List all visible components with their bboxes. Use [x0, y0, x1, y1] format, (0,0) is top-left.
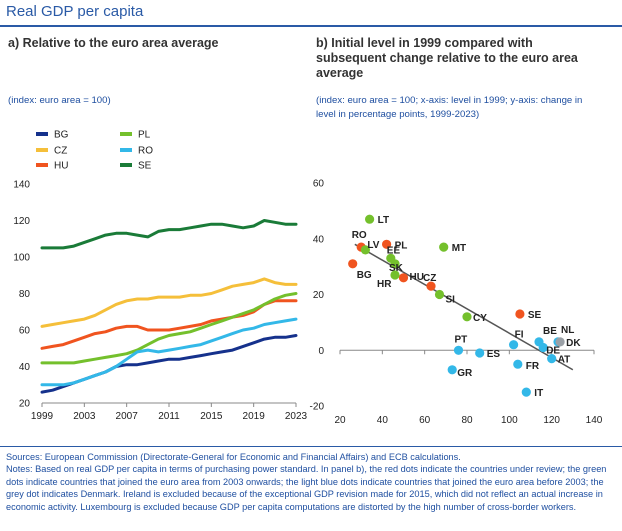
point-at — [547, 354, 557, 364]
point-label-pt: PT — [455, 334, 468, 345]
title-rule — [0, 25, 622, 27]
a-y-tick-label: 20 — [19, 399, 31, 410]
point-label-lv: LV — [367, 240, 379, 251]
a-x-tick-label: 2011 — [158, 411, 180, 422]
a-y-tick-label: 40 — [19, 362, 31, 373]
b-y-tick-label: 60 — [313, 179, 325, 190]
point-gr — [447, 365, 457, 375]
b-x-tick-label: 80 — [461, 415, 473, 426]
point-label-hu: HU — [410, 272, 424, 283]
a-x-tick-label: 2019 — [243, 411, 266, 422]
b-y-tick-label: 0 — [318, 346, 324, 357]
legend-label-ro: RO — [138, 146, 153, 157]
panel-b-title-line1: b) Initial level in 1999 compared with — [316, 36, 533, 50]
point-label-de: DE — [546, 346, 560, 357]
point-label-fr: FR — [526, 361, 540, 372]
panel-a-note: (index: euro area = 100) — [8, 95, 111, 106]
point-lv — [360, 245, 370, 255]
legend-label-pl: PL — [138, 130, 151, 141]
b-y-tick-label: 20 — [313, 290, 325, 301]
a-y-tick-label: 120 — [13, 216, 30, 227]
b-x-tick-label: 140 — [586, 415, 603, 426]
series-line-hu — [40, 299, 298, 350]
b-x-tick-label: 100 — [501, 415, 518, 426]
point-label-si: SI — [446, 295, 456, 306]
panel-b-note-line1: (index: euro area = 100; x-axis: level i… — [316, 95, 583, 106]
b-x-tick-label: 120 — [543, 415, 560, 426]
point-cz — [426, 281, 436, 291]
panel-b-title-line3: average — [316, 66, 364, 80]
a-y-tick-label: 60 — [19, 326, 31, 337]
point-label-cz: CZ — [423, 273, 436, 284]
b-y-tick-label: 40 — [313, 234, 325, 245]
point-label-nl: NL — [561, 325, 574, 336]
a-x-tick-label: 2003 — [73, 411, 96, 422]
legend-label-hu: HU — [54, 161, 68, 172]
point-label-pl: PL — [395, 240, 408, 251]
point-se — [515, 309, 525, 319]
panel-a-title: a) Relative to the euro area average — [8, 36, 219, 50]
footer-rule — [0, 446, 622, 447]
point-it — [521, 387, 531, 397]
point-label-dk: DK — [566, 338, 581, 349]
point-label-ro: RO — [352, 230, 367, 241]
series-line-bg — [40, 334, 298, 394]
point-es — [475, 348, 485, 358]
b-x-tick-label: 60 — [419, 415, 431, 426]
b-y-tick-label: -20 — [310, 402, 325, 413]
panel-b-title-line2: subsequent change relative to the euro a… — [316, 51, 578, 65]
point-bg — [348, 259, 358, 269]
fit-line — [354, 243, 574, 371]
footer-notes: Notes: Based on real GDP per capita in t… — [6, 464, 607, 512]
panel-b-note-line2: level in percentage points, 1999-2023) — [316, 109, 480, 120]
a-y-tick-label: 140 — [13, 180, 30, 191]
b-x-tick-label: 40 — [377, 415, 389, 426]
point-label-cy: CY — [473, 313, 487, 324]
point-label-at: AT — [558, 355, 571, 366]
a-x-tick-label: 2007 — [116, 411, 139, 422]
point-label-lt: LT — [378, 215, 389, 226]
a-x-tick-label: 1999 — [31, 411, 54, 422]
a-x-tick-label: 2015 — [200, 411, 223, 422]
point-cy — [462, 312, 472, 322]
legend-label-cz: CZ — [54, 146, 67, 157]
point-dk — [555, 337, 565, 347]
point-label-sk: SK — [389, 263, 404, 274]
legend-label-se: SE — [138, 161, 152, 172]
point-label-fi: FI — [515, 330, 524, 341]
b-x-tick-label: 20 — [334, 415, 346, 426]
point-pl — [382, 239, 392, 249]
point-label-it: IT — [534, 388, 543, 399]
a-y-tick-label: 80 — [19, 289, 31, 300]
series-line-cz — [40, 277, 298, 328]
point-hr — [390, 270, 400, 280]
point-fr — [513, 359, 523, 369]
point-label-se: SE — [528, 310, 542, 321]
point-lt — [365, 214, 375, 224]
legend-label-bg: BG — [54, 130, 69, 141]
point-sk — [390, 259, 400, 269]
footer-sources: Sources: European Commission (Directorat… — [6, 452, 461, 462]
point-label-gr: GR — [457, 368, 473, 379]
point-si — [434, 289, 445, 300]
footer: Sources: European Commission (Directorat… — [6, 451, 618, 513]
point-mt — [439, 242, 449, 252]
series-line-se — [40, 219, 298, 250]
point-fi — [508, 340, 519, 350]
point-label-be: BE — [543, 326, 557, 337]
point-label-bg: BG — [357, 270, 372, 281]
page-title: Real GDP per capita — [6, 3, 144, 20]
a-x-tick-label: 2023 — [285, 411, 308, 422]
point-label-es: ES — [487, 349, 501, 360]
point-hu — [398, 273, 409, 283]
point-label-mt: MT — [452, 243, 466, 254]
point-label-hr: HR — [377, 279, 392, 290]
series-line-pl — [40, 292, 298, 365]
a-y-tick-label: 100 — [13, 253, 30, 264]
point-pt — [453, 345, 464, 355]
point-de — [538, 342, 548, 353]
point-label-ee: EE — [387, 245, 401, 256]
series-line-ro — [40, 317, 298, 387]
